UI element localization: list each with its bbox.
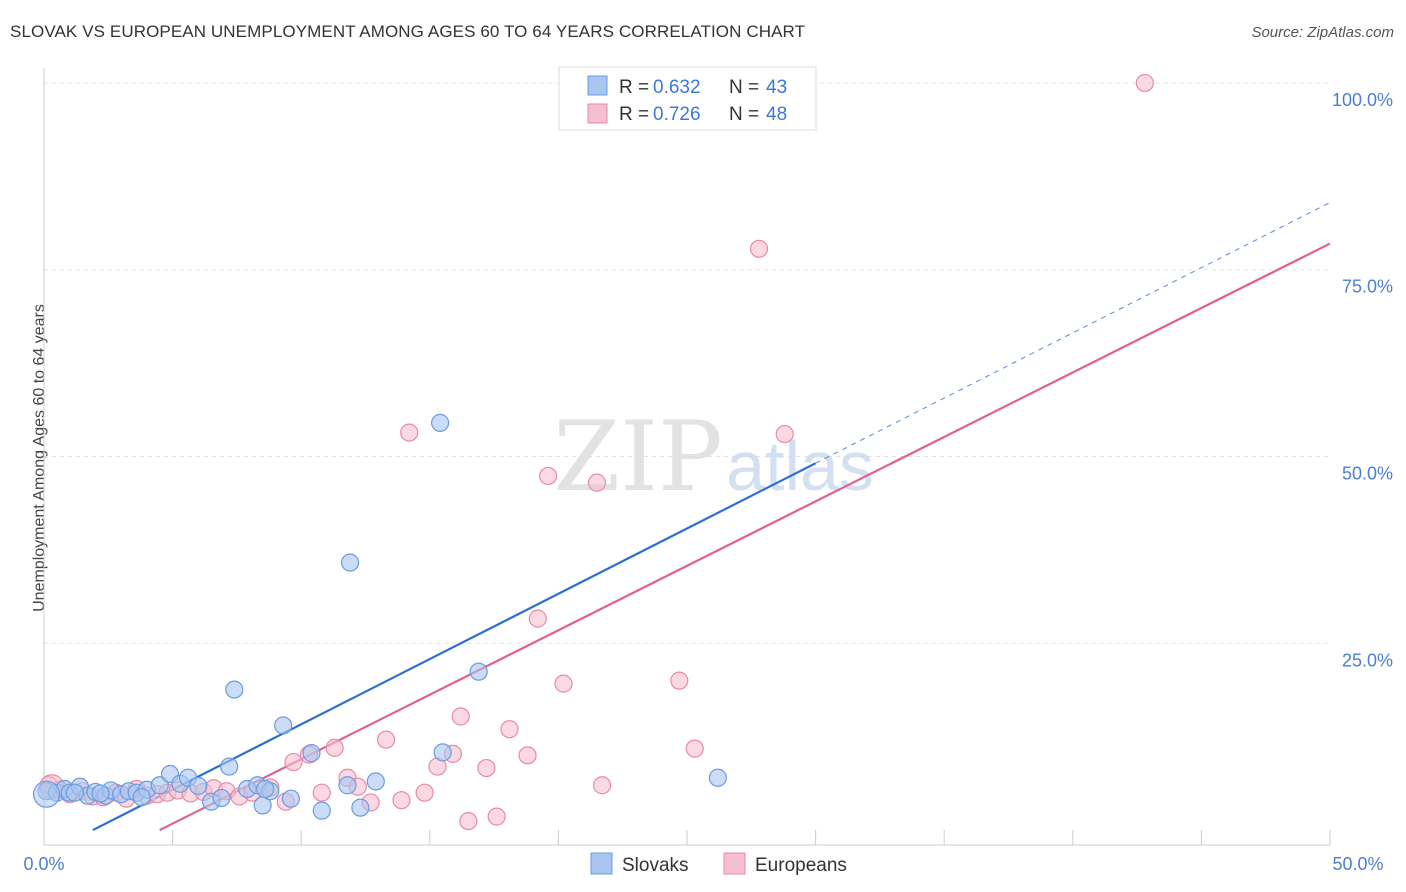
point-slovaks [132, 788, 151, 807]
gridlines [44, 82, 1330, 644]
x-ticks [172, 830, 1331, 845]
point-slovaks [220, 757, 239, 776]
point-europeans [1135, 73, 1154, 93]
legend-swatch-europeans [587, 103, 608, 124]
point-slovaks [351, 798, 370, 817]
point-slovaks [338, 776, 357, 795]
point-slovaks [430, 413, 450, 432]
series-slovaks [32, 73, 787, 820]
y-tick-label-75: 75.0% [1342, 277, 1393, 297]
point-slovaks-cluster [32, 780, 61, 808]
point-europeans [415, 783, 434, 802]
point-slovaks [340, 553, 360, 572]
point-europeans [376, 730, 396, 749]
chart-title: SLOVAK VS EUROPEAN UNEMPLOYMENT AMONG AG… [10, 22, 806, 41]
bottom-legend-label-slovaks: Slovaks [622, 855, 689, 876]
point-slovaks [433, 743, 452, 762]
point-europeans [528, 609, 547, 628]
point-slovaks [274, 716, 293, 735]
point-europeans [554, 674, 573, 693]
point-europeans [593, 776, 612, 795]
point-europeans [518, 746, 537, 765]
point-slovaks [302, 744, 321, 763]
point-europeans [685, 739, 704, 758]
watermark-zip: ZIP [553, 401, 722, 513]
point-slovaks [212, 788, 231, 808]
bottom-legend-swatch-europeans [723, 852, 746, 875]
legend-r-value-europeans: 0.726 [653, 104, 701, 125]
legend-swatch-slovaks [587, 75, 608, 96]
point-europeans [284, 752, 303, 772]
point-europeans [539, 466, 558, 486]
point-europeans [459, 811, 478, 831]
point-europeans [451, 707, 470, 726]
point-europeans [392, 791, 411, 810]
source-credit: Source: ZipAtlas.com [1251, 24, 1394, 41]
x-tick-label-min: 0.0% [23, 854, 64, 874]
bottom-legend-label-europeans: Europeans [755, 855, 847, 876]
point-europeans [325, 738, 344, 757]
legend-n-label-europeans: N = [729, 104, 759, 125]
trend-lines [92, 202, 1331, 832]
point-europeans [670, 671, 689, 690]
point-slovaks [91, 784, 110, 803]
trendline-slovaks [92, 462, 817, 832]
point-europeans [477, 758, 496, 778]
y-tick-label-50: 50.0% [1342, 464, 1393, 484]
point-europeans [775, 424, 794, 444]
legend-n-value-slovaks: 43 [766, 77, 787, 98]
watermark: ZIP atlas [553, 401, 874, 513]
point-europeans [587, 473, 607, 492]
watermark-atlas: atlas [726, 427, 874, 505]
x-tick-labels: 0.0% 50.0% [23, 854, 1383, 874]
point-slovaks [312, 801, 331, 820]
point-slovaks [366, 772, 385, 791]
point-slovaks [469, 662, 488, 681]
point-slovaks [65, 783, 84, 802]
legend-r-value-slovaks: 0.632 [653, 77, 701, 98]
y-tick-label-25: 25.0% [1342, 650, 1393, 670]
point-slovaks [256, 779, 275, 799]
point-slovaks [708, 768, 727, 787]
point-europeans [400, 423, 419, 442]
point-slovaks [281, 789, 301, 808]
trendline-europeans [159, 242, 1331, 832]
y-tick-label-100: 100.0% [1332, 90, 1393, 110]
legend: R = 0.632 N = 43 R = 0.726 N = 48 [558, 66, 817, 131]
trendline-slovaks-extension [815, 202, 1331, 464]
legend-n-label-slovaks: N = [729, 77, 759, 98]
bottom-legend-swatch-slovaks [590, 852, 613, 875]
point-slovaks [150, 776, 169, 795]
bottom-legend: Slovaks Europeans [590, 852, 847, 876]
x-tick-label-max: 50.0% [1332, 854, 1383, 874]
legend-r-label-slovaks: R = [619, 77, 649, 98]
legend-r-label-europeans: R = [619, 104, 649, 125]
point-europeans [312, 783, 331, 802]
point-slovaks [189, 776, 208, 796]
point-europeans [749, 239, 769, 258]
point-europeans [487, 807, 506, 826]
y-tick-labels: 25.0% 50.0% 75.0% 100.0% [1332, 90, 1393, 670]
point-slovaks [225, 680, 244, 699]
legend-n-value-europeans: 48 [766, 104, 787, 125]
point-europeans [500, 720, 519, 739]
